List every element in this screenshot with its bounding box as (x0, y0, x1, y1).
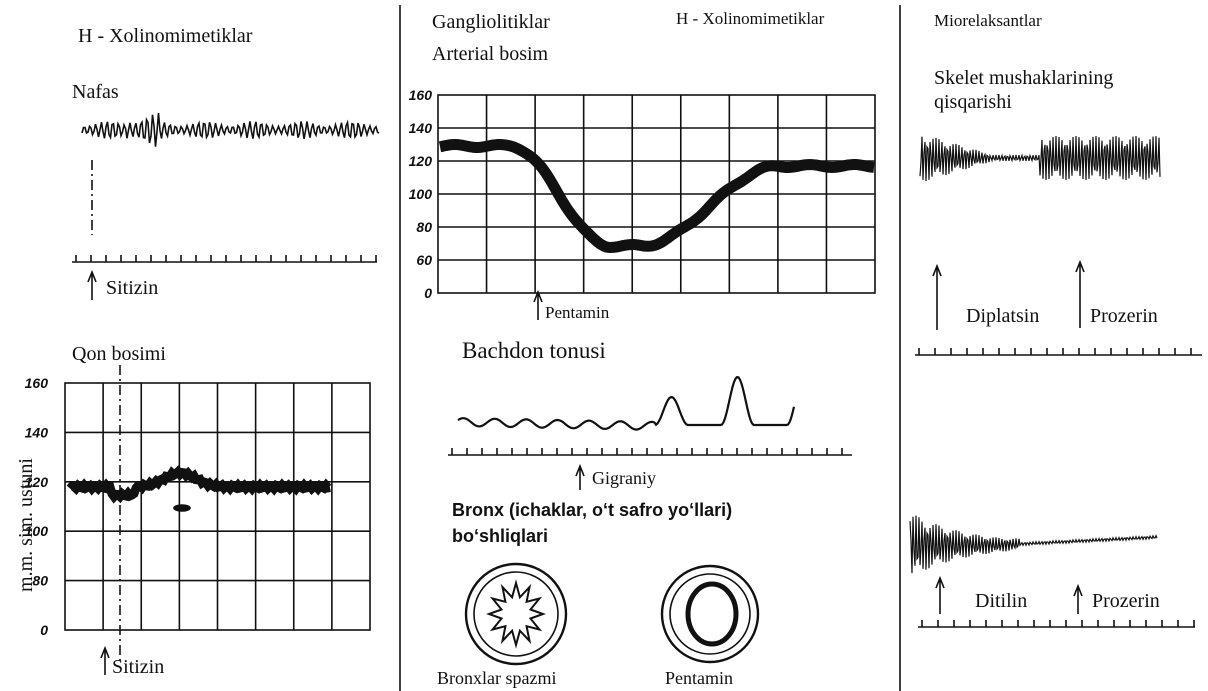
breathing-trace (82, 113, 379, 147)
tick-label: 80 (416, 219, 432, 235)
panel-subtitle: Arterial bosim (432, 43, 549, 65)
marker-label: Sitizin (112, 656, 164, 678)
tick-label: 140 (25, 424, 49, 440)
tick-label: 120 (25, 474, 49, 490)
section-label: Bronx (ichaklar, o‘t safro yo‘llari) (452, 500, 732, 520)
panel-title: Miorelaksantlar (934, 11, 1042, 30)
marker-label: Prozerin (1092, 590, 1160, 612)
tick-label: 80 (32, 573, 48, 589)
trace-label: Qon bosimi (72, 343, 166, 365)
marker-label: Sitizin (106, 277, 158, 299)
tick-label: 160 (409, 87, 433, 103)
marker-label: Ditilin (975, 590, 1027, 612)
bronchus-lumen (489, 583, 543, 645)
caption: Pentamin (665, 668, 733, 688)
section-label: bo‘shliqlari (452, 526, 548, 546)
tick-label: 0 (40, 622, 48, 638)
contraction-trace (920, 136, 1160, 181)
marker-label: Prozerin (1090, 305, 1158, 327)
bronchus-outline (662, 566, 758, 662)
caption: Bronxlar spazmi (437, 668, 556, 688)
artifact (174, 505, 190, 511)
pressure-trace (70, 472, 330, 497)
tick-label: 100 (25, 523, 49, 539)
trace-label: qisqarishi (934, 91, 1012, 113)
bronchus-lumen (688, 584, 736, 644)
tick-label: 140 (409, 120, 433, 136)
tick-label: 100 (409, 186, 433, 202)
time-axis (72, 255, 377, 262)
arrow (936, 578, 944, 614)
time-axis (918, 620, 1195, 627)
contraction-trace (910, 516, 1157, 574)
bronchus-outline (466, 564, 566, 664)
tick-label: 160 (25, 375, 49, 391)
pressure-trace (440, 145, 874, 248)
marker-label: Pentamin (545, 303, 610, 322)
arrow (88, 272, 96, 300)
tick-label: 0 (424, 285, 432, 301)
time-axis (915, 348, 1202, 355)
trace-label: Nafas (72, 81, 119, 103)
tick-label: 120 (409, 153, 433, 169)
tick-label: 60 (416, 252, 432, 268)
time-axis (448, 448, 852, 455)
marker-label: Diplatsin (966, 305, 1039, 327)
trace-label: Bachdon tonusi (462, 338, 606, 363)
arrow (101, 648, 109, 675)
arrow (1074, 586, 1082, 614)
grid: 160 140 120 100 80 0 (25, 375, 370, 638)
panel-title: Gangliolitiklar (432, 11, 550, 33)
panel-header: H - Xolinomimetiklar (676, 9, 825, 28)
figure: H - Xolinomimetiklar Nafas Sitizin Qon b… (0, 0, 1208, 691)
arrow (933, 266, 941, 330)
grid: 160 140 120 100 80 60 0 (409, 87, 875, 301)
arrow (534, 292, 542, 320)
arrow (576, 466, 584, 490)
arrow (1076, 262, 1084, 328)
panel-title: H - Xolinomimetiklar (78, 25, 253, 47)
trace-label: Skelet mushaklarining (934, 67, 1113, 89)
uterus-trace (458, 377, 794, 430)
marker-label: Gigraniy (592, 468, 656, 488)
